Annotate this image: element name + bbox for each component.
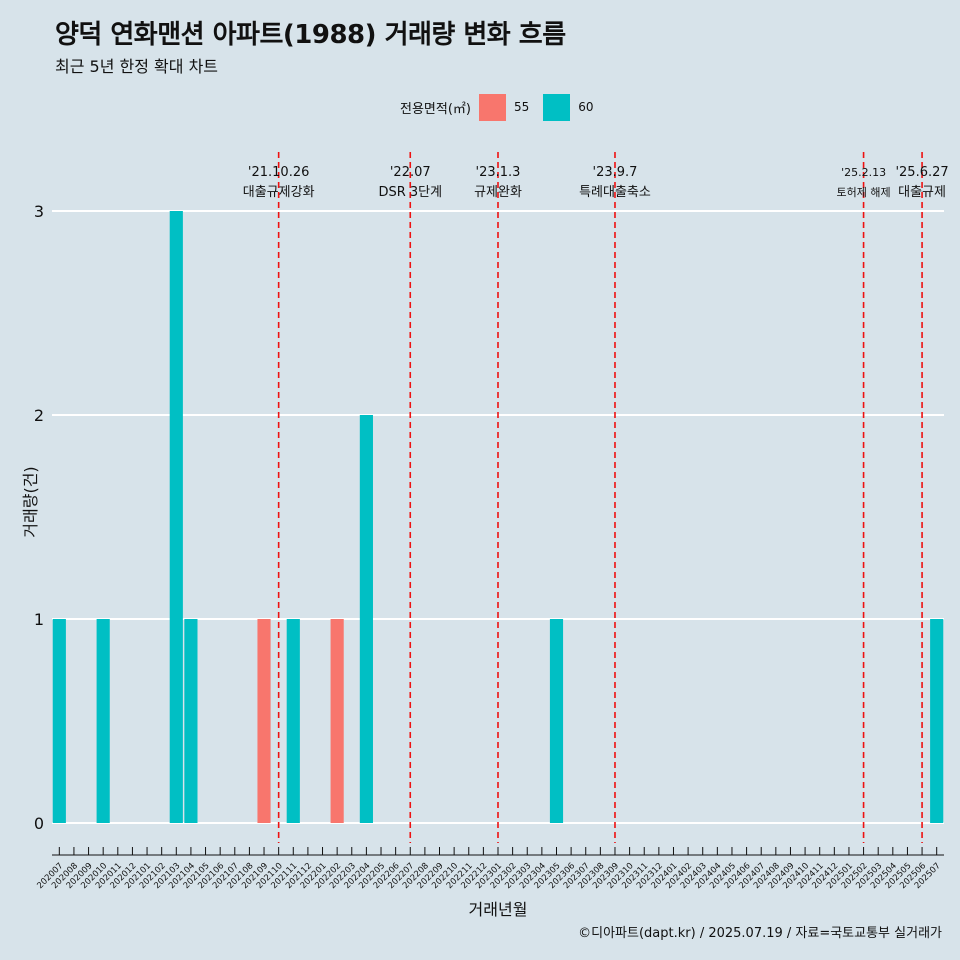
y-tick-label-2: 2 — [34, 406, 44, 425]
y-tick-label-1: 1 — [34, 610, 44, 629]
bar-55-202109 — [257, 619, 271, 823]
y-tick-label-3: 3 — [34, 202, 44, 221]
bar-60-202103 — [169, 211, 183, 823]
bar-60-202007 — [52, 619, 66, 823]
annotation-date-202207: '22.07 — [390, 165, 431, 180]
bar-55-202202 — [330, 619, 344, 823]
annotation-label-202301: 규제완화 — [474, 185, 522, 200]
x-axis-label: 거래년월 — [468, 900, 528, 919]
y-axis-label: 거래량(건) — [21, 466, 40, 538]
chart-title: 양덕 연화맨션 아파트(1988) 거래량 변화 흐름 — [55, 20, 566, 50]
annotation-label-202110: 대출규제강화 — [243, 185, 315, 200]
legend-label-55: 55 — [513, 100, 530, 114]
annotation-label-202309: 특례대출축소 — [579, 185, 651, 200]
legend: 전용면적(㎡) 55 60 — [400, 93, 600, 121]
annotation-label-202502: 토허제 해제 — [837, 185, 891, 199]
legend-swatch-55 — [478, 93, 506, 121]
bar-60-202111 — [286, 619, 300, 823]
bar-60-202204 — [359, 415, 373, 823]
legend-label-60: 60 — [578, 100, 594, 114]
bar-60-202507 — [930, 619, 944, 823]
annotation-date-202110: '21.10.26 — [248, 165, 309, 180]
bar-60-202010 — [96, 619, 110, 823]
annotation-label-202506: 대출규제 — [898, 185, 946, 200]
source-caption: ©디아파트(dapt.kr) / 2025.07.19 / 자료=국토교통부 실… — [578, 926, 942, 941]
y-tick-label-0: 0 — [34, 814, 44, 833]
annotation-date-202502: '25.2.13 — [841, 166, 886, 179]
annotation-date-202506: '25.6.27 — [895, 165, 948, 180]
annotation-label-202207: DSR 3단계 — [378, 185, 442, 200]
chart-subtitle: 최근 5년 한정 확대 차트 — [55, 57, 219, 76]
legend-swatch-60 — [543, 93, 571, 121]
annotation-date-202301: '23.1.3 — [476, 165, 521, 180]
bar-60-202305 — [549, 619, 564, 823]
bar-60-202104 — [184, 619, 198, 823]
legend-title: 전용면적(㎡) — [400, 101, 471, 117]
annotation-date-202309: '23.9.7 — [593, 165, 638, 180]
